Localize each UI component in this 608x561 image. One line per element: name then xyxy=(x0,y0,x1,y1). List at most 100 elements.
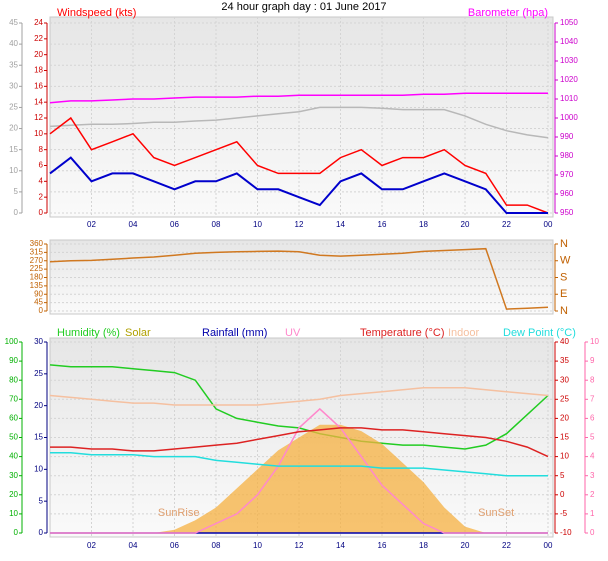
y-tick-label: 0 xyxy=(39,528,44,537)
y-tick-label: 35 xyxy=(9,60,18,69)
y-tick-label: 40 xyxy=(9,452,18,461)
y-tick-label: 10 xyxy=(34,464,43,473)
x-tick-label: 02 xyxy=(87,220,96,229)
y-tick-label: 18 xyxy=(34,66,43,75)
y-tick-label: E xyxy=(560,288,567,300)
y-tick-label: 4 xyxy=(39,176,44,185)
legend-entry: Temperature (°C) xyxy=(360,327,444,339)
y-tick-label: 9 xyxy=(590,356,595,365)
y-tick-label: 970 xyxy=(560,170,574,179)
y-tick-label: 990 xyxy=(560,132,574,141)
x-tick-label: 08 xyxy=(212,220,221,229)
y-tick-label: 20 xyxy=(9,124,18,133)
y-tick-label: 1050 xyxy=(560,18,578,27)
x-tick-label: 12 xyxy=(295,541,304,550)
y-tick-label: 15 xyxy=(9,145,18,154)
y-tick-label: 6 xyxy=(39,161,44,170)
y-tick-label: 60 xyxy=(9,414,18,423)
x-tick-label: 08 xyxy=(212,541,221,550)
y-tick-label: W xyxy=(560,255,571,267)
line xyxy=(49,116,549,214)
y-tick-label: 40 xyxy=(9,39,18,48)
x-tick-label: 06 xyxy=(170,220,179,229)
chart-title: 24 hour graph day : 01 June 2017 xyxy=(221,1,386,13)
y-tick-label: 25 xyxy=(560,394,569,403)
y-tick-label: 8 xyxy=(590,375,595,384)
y-tick-label: 1 xyxy=(590,509,595,518)
x-tick-label: 00 xyxy=(544,220,553,229)
y-tick-label: 1030 xyxy=(560,56,578,65)
y-tick-label: 35 xyxy=(560,356,569,365)
y-tick-label: 12 xyxy=(34,113,43,122)
y-tick-label: 360 xyxy=(30,239,44,248)
y-tick-label: 14 xyxy=(34,97,43,106)
line xyxy=(49,92,548,104)
y-tick-label: 315 xyxy=(30,247,44,256)
y-tick-label: 6 xyxy=(590,414,595,423)
plot-area xyxy=(49,239,554,315)
y-tick-label: 90 xyxy=(9,356,18,365)
y-tick-label: 15 xyxy=(560,433,569,442)
legend-entry: UV xyxy=(285,327,301,339)
line xyxy=(49,387,549,406)
y-tick-label: 10 xyxy=(590,337,599,346)
legend-entry: Indoor xyxy=(448,327,480,339)
x-tick-label: 22 xyxy=(502,220,511,229)
legend-entry: Windspeed (kts) xyxy=(57,7,136,19)
x-tick-label: 18 xyxy=(419,220,428,229)
y-tick-label: 7 xyxy=(590,394,595,403)
y-tick-label: 1020 xyxy=(560,75,578,84)
annotation: SunRise xyxy=(158,507,200,519)
x-tick-label: 16 xyxy=(378,541,387,550)
line xyxy=(49,247,549,310)
x-tick-label: 14 xyxy=(336,220,345,229)
y-tick-label: 950 xyxy=(560,208,574,217)
x-tick-label: 10 xyxy=(253,220,262,229)
y-tick-label: 10 xyxy=(34,129,43,138)
x-tick-label: 20 xyxy=(461,541,470,550)
y-tick-label: 0 xyxy=(39,208,44,217)
y-tick-label: 5 xyxy=(14,187,19,196)
legend-entry: Dew Point (°C) xyxy=(503,327,576,339)
y-tick-label: 80 xyxy=(9,375,18,384)
y-tick-label: 10 xyxy=(9,509,18,518)
y-tick-label: 45 xyxy=(9,18,18,27)
x-tick-label: 16 xyxy=(378,220,387,229)
y-tick-label: 4 xyxy=(590,452,595,461)
y-tick-label: 0 xyxy=(39,306,44,315)
y-tick-label: -10 xyxy=(560,528,572,537)
y-tick-label: 100 xyxy=(5,337,19,346)
line xyxy=(50,427,549,458)
x-tick-label: 06 xyxy=(170,541,179,550)
y-tick-label: 30 xyxy=(560,375,569,384)
y-tick-label: 0 xyxy=(14,528,19,537)
y-tick-label: 40 xyxy=(560,337,569,346)
y-tick-label: -5 xyxy=(560,509,568,518)
y-tick-label: 2 xyxy=(590,490,595,499)
y-tick-label: 16 xyxy=(34,81,43,90)
y-tick-label: 225 xyxy=(30,264,44,273)
y-tick-label: S xyxy=(560,271,567,283)
y-tick-label: 0 xyxy=(560,490,565,499)
y-tick-label: 135 xyxy=(30,281,44,290)
y-tick-label: 1040 xyxy=(560,37,578,46)
y-tick-label: 1000 xyxy=(560,113,578,122)
y-tick-label: 45 xyxy=(34,298,43,307)
y-tick-label: 3 xyxy=(590,471,595,480)
line xyxy=(49,156,548,214)
legend-entry: Solar xyxy=(125,327,151,339)
y-tick-label: 270 xyxy=(30,256,44,265)
area xyxy=(50,424,548,533)
y-tick-label: 10 xyxy=(9,166,18,175)
y-tick-label: 0 xyxy=(590,528,595,537)
x-tick-label: 10 xyxy=(253,541,262,550)
y-tick-label: 30 xyxy=(9,471,18,480)
y-tick-label: 20 xyxy=(9,490,18,499)
y-tick-label: 90 xyxy=(34,289,43,298)
y-tick-label: 22 xyxy=(34,34,43,43)
y-tick-label: 980 xyxy=(560,151,574,160)
x-tick-label: 00 xyxy=(544,541,553,550)
y-tick-label: 30 xyxy=(9,81,18,90)
line xyxy=(50,452,548,477)
y-tick-label: 70 xyxy=(9,394,18,403)
